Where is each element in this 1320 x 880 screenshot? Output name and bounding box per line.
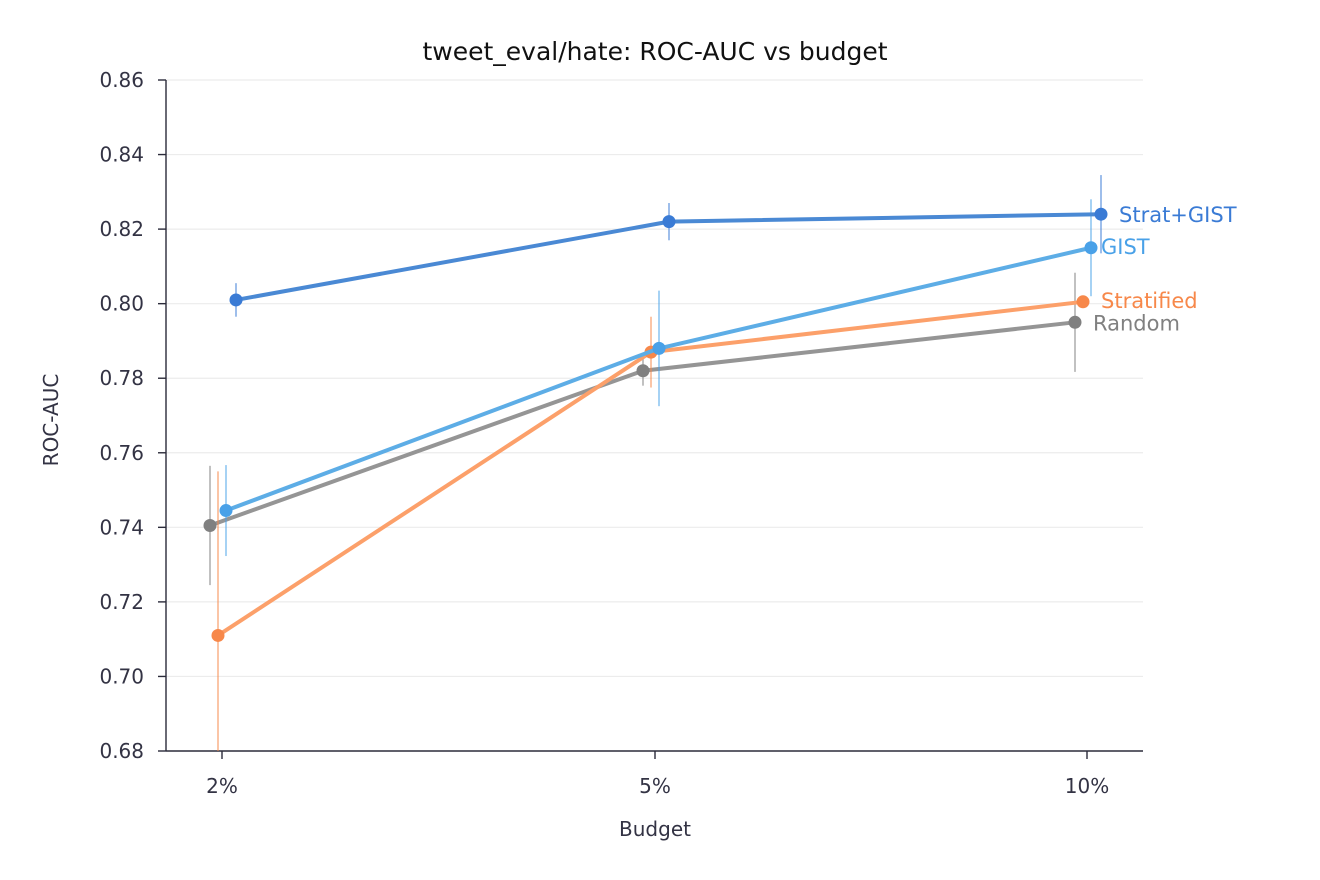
x-ticks: 2% 5% 10% (206, 751, 1109, 798)
series-stratified (211, 295, 1090, 751)
y-tick-label: 0.70 (99, 664, 144, 688)
y-tick-label: 0.74 (99, 515, 144, 539)
x-tick-label: 10% (1065, 774, 1109, 798)
data-point (203, 518, 217, 532)
y-tick-label: 0.68 (99, 739, 144, 763)
data-point (652, 341, 666, 355)
data-point (219, 504, 233, 518)
data-point (229, 293, 243, 307)
x-tick-label: 2% (206, 774, 238, 798)
y-tick-label: 0.86 (99, 68, 144, 92)
data-point (1084, 241, 1098, 255)
data-point (636, 364, 650, 378)
data-point (1068, 315, 1082, 329)
data-point (1094, 207, 1108, 221)
series-end-label: Stratified (1101, 289, 1198, 313)
data-point (211, 628, 225, 642)
series-group (203, 175, 1108, 751)
y-tick-label: 0.80 (99, 292, 144, 316)
axes (165, 80, 1143, 752)
data-point (1076, 295, 1090, 309)
y-axis-label: ROC-AUC (39, 374, 63, 467)
y-tick-label: 0.82 (99, 217, 144, 241)
series-strat-gist (229, 175, 1108, 317)
data-point (662, 215, 676, 229)
x-axis-label: Budget (619, 817, 691, 841)
series-end-label: GIST (1101, 235, 1150, 259)
series-end-label: Strat+GIST (1119, 203, 1237, 227)
series-random (203, 272, 1082, 586)
y-tick-label: 0.78 (99, 366, 144, 390)
y-tick-label: 0.76 (99, 441, 144, 465)
y-ticks: 0.68 0.70 0.72 0.74 0.76 0.78 0.80 0.82 0.84 0.86 (99, 68, 166, 763)
y-tick-label: 0.84 (99, 143, 144, 167)
y-tick-label: 0.72 (99, 590, 144, 614)
chart-title: tweet_eval/hate: ROC-AUC vs budget (422, 37, 887, 66)
x-tick-label: 5% (639, 774, 671, 798)
grid-lines (166, 79, 1143, 678)
series-end-label: Random (1093, 311, 1180, 335)
